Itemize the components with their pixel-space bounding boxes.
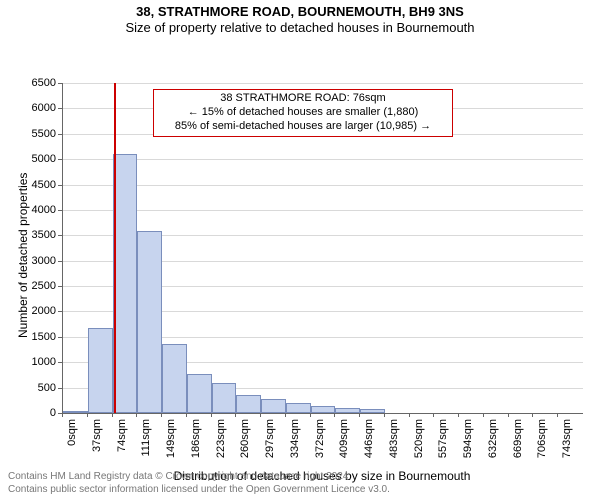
- y-tick-mark: [58, 83, 62, 84]
- histogram-bar: [335, 408, 360, 413]
- annotation-line-3: 85% of semi-detached houses are larger (…: [160, 120, 446, 134]
- y-tick-mark: [58, 337, 62, 338]
- x-tick-mark: [334, 413, 335, 417]
- x-tick-mark: [384, 413, 385, 417]
- y-tick-label: 5000: [0, 153, 56, 165]
- x-tick-label: 334sqm: [289, 419, 301, 458]
- x-tick-label: 743sqm: [561, 419, 573, 458]
- y-tick-mark: [58, 185, 62, 186]
- x-tick-mark: [359, 413, 360, 417]
- x-tick-mark: [532, 413, 533, 417]
- histogram-bar: [113, 154, 138, 413]
- annotation-box: 38 STRATHMORE ROAD: 76sqm← 15% of detach…: [153, 89, 453, 137]
- gridline-h: [63, 83, 583, 84]
- x-tick-label: 594sqm: [462, 419, 474, 458]
- y-tick-label: 1000: [0, 356, 56, 368]
- x-tick-label: 632sqm: [487, 419, 499, 458]
- histogram-bar: [360, 409, 385, 413]
- y-tick-mark: [58, 388, 62, 389]
- x-tick-label: 706sqm: [536, 419, 548, 458]
- x-tick-mark: [161, 413, 162, 417]
- x-tick-mark: [508, 413, 509, 417]
- y-tick-mark: [58, 311, 62, 312]
- x-tick-label: 186sqm: [190, 419, 202, 458]
- x-tick-label: 520sqm: [413, 419, 425, 458]
- x-tick-mark: [235, 413, 236, 417]
- histogram-bar: [88, 328, 113, 413]
- y-tick-mark: [58, 134, 62, 135]
- y-tick-label: 6000: [0, 102, 56, 114]
- gridline-h: [63, 210, 583, 211]
- x-tick-label: 0sqm: [66, 419, 78, 446]
- gridline-h: [63, 185, 583, 186]
- x-tick-label: 223sqm: [215, 419, 227, 458]
- histogram-bar: [162, 344, 187, 413]
- plot-area: 38 STRATHMORE ROAD: 76sqm← 15% of detach…: [62, 83, 583, 414]
- y-tick-label: 500: [0, 382, 56, 394]
- x-tick-mark: [112, 413, 113, 417]
- x-tick-label: 446sqm: [363, 419, 375, 458]
- chart-title-sub: Size of property relative to detached ho…: [0, 20, 600, 35]
- y-tick-label: 0: [0, 407, 56, 419]
- x-tick-mark: [458, 413, 459, 417]
- x-tick-label: 372sqm: [314, 419, 326, 458]
- property-marker-line: [114, 83, 116, 413]
- x-tick-label: 297sqm: [264, 419, 276, 458]
- x-tick-mark: [557, 413, 558, 417]
- y-tick-mark: [58, 261, 62, 262]
- y-tick-mark: [58, 159, 62, 160]
- x-tick-mark: [186, 413, 187, 417]
- y-tick-mark: [58, 235, 62, 236]
- histogram-bar: [286, 403, 311, 413]
- x-tick-mark: [136, 413, 137, 417]
- x-tick-mark: [310, 413, 311, 417]
- y-axis-label: Number of detached properties: [16, 173, 30, 338]
- y-tick-mark: [58, 210, 62, 211]
- x-tick-label: 111sqm: [140, 419, 152, 457]
- y-tick-label: 5500: [0, 128, 56, 140]
- x-tick-label: 260sqm: [239, 419, 251, 458]
- y-tick-mark: [58, 108, 62, 109]
- histogram-bar: [261, 399, 286, 413]
- histogram-bar: [311, 406, 336, 413]
- annotation-line-1: 38 STRATHMORE ROAD: 76sqm: [160, 92, 446, 106]
- histogram-bar: [236, 395, 261, 413]
- annotation-line-2: ← 15% of detached houses are smaller (1,…: [160, 106, 446, 120]
- x-tick-label: 149sqm: [165, 419, 177, 458]
- footer-line-1: Contains HM Land Registry data © Crown c…: [8, 471, 390, 484]
- x-tick-label: 37sqm: [91, 419, 103, 452]
- x-tick-mark: [483, 413, 484, 417]
- x-tick-label: 669sqm: [512, 419, 524, 458]
- x-tick-label: 483sqm: [388, 419, 400, 458]
- x-tick-label: 409sqm: [338, 419, 350, 458]
- x-tick-mark: [87, 413, 88, 417]
- x-tick-mark: [62, 413, 63, 417]
- x-tick-mark: [260, 413, 261, 417]
- x-tick-mark: [409, 413, 410, 417]
- histogram-bar: [187, 374, 212, 413]
- y-tick-mark: [58, 362, 62, 363]
- gridline-h: [63, 159, 583, 160]
- x-tick-mark: [433, 413, 434, 417]
- x-tick-label: 557sqm: [437, 419, 449, 458]
- footer-attribution: Contains HM Land Registry data © Crown c…: [8, 471, 390, 496]
- histogram-bar: [137, 231, 162, 413]
- footer-line-2: Contains public sector information licen…: [8, 484, 390, 497]
- y-tick-mark: [58, 286, 62, 287]
- chart-title-main: 38, STRATHMORE ROAD, BOURNEMOUTH, BH9 3N…: [0, 4, 600, 19]
- x-tick-label: 74sqm: [116, 419, 128, 452]
- y-tick-label: 6500: [0, 77, 56, 89]
- x-tick-mark: [211, 413, 212, 417]
- histogram-bar: [212, 383, 237, 413]
- x-tick-mark: [285, 413, 286, 417]
- histogram-bar: [63, 411, 88, 413]
